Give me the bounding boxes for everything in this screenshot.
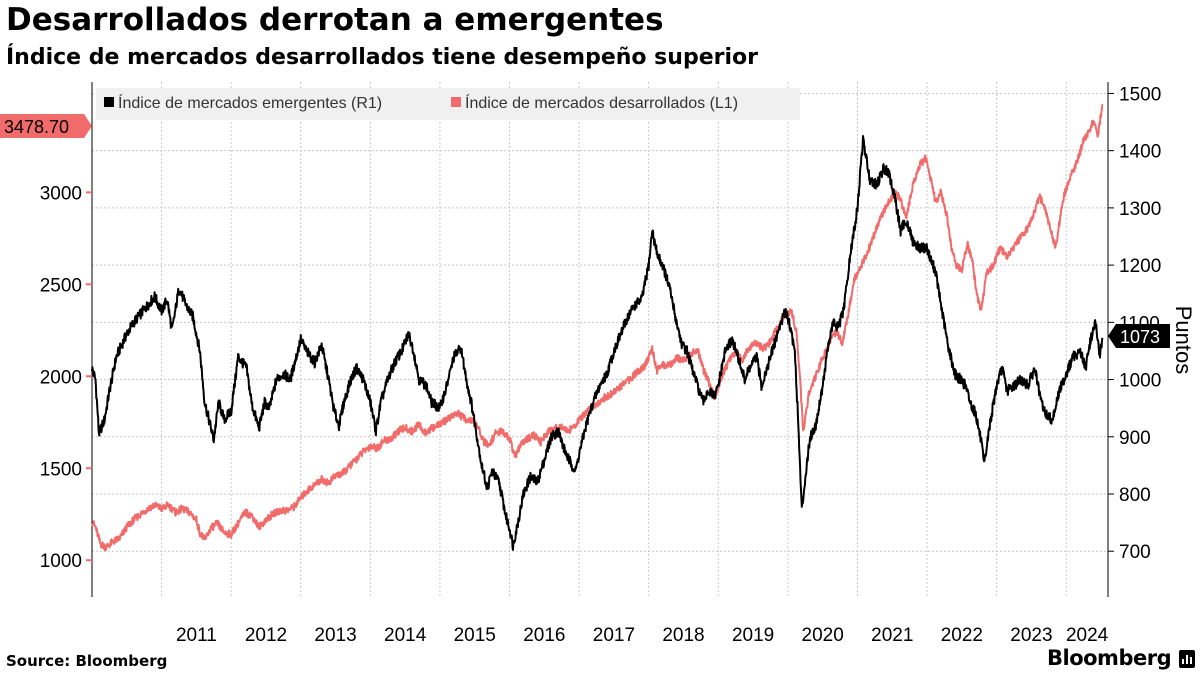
right-axis-title: Puntos (1171, 306, 1196, 375)
legend-swatch-developed (451, 97, 461, 107)
x-tick-label-2020: 2020 (802, 625, 844, 646)
right-tick-label-800: 800 (1119, 485, 1151, 506)
left-axis-ticks: 1000 1500 2000 2500 3000 (40, 183, 92, 572)
right-tick-label-1000: 1000 (1119, 371, 1161, 392)
x-tick-label-2019: 2019 (732, 625, 774, 646)
last-value-tag-emerging: 1073 (1108, 324, 1170, 348)
x-tick-label-2021: 2021 (871, 625, 913, 646)
x-tick-label-2014: 2014 (384, 625, 427, 646)
series-line-developed (91, 104, 1104, 552)
right-tick-label-1500: 1500 (1119, 84, 1161, 105)
x-tick-label-2024: 2024 (1066, 625, 1109, 646)
x-tick-label-2011: 2011 (176, 625, 217, 646)
gridlines (92, 82, 1108, 597)
left-tick-label-3000: 3000 (40, 183, 82, 204)
x-tick-label-2015: 2015 (454, 625, 496, 646)
legend-swatch-emerging (104, 97, 114, 107)
series-layer (91, 104, 1104, 552)
legend-label-emerging: Índice de mercados emergentes (R1) (118, 93, 382, 112)
left-tick-label-1500: 1500 (40, 459, 82, 480)
series-line-emerging (91, 135, 1104, 551)
last-value-tag-emerging-shape (1108, 324, 1170, 348)
last-value-tag-developed-text: 3478.70 (4, 117, 69, 137)
left-tick-label-2500: 2500 (40, 275, 82, 296)
x-axis-ticks: 2011 2012 2013 2014 2015 2016 2017 2018 2019 2020… (176, 625, 1109, 646)
right-tick-label-1200: 1200 (1119, 256, 1161, 277)
x-tick-label-2016: 2016 (523, 625, 565, 646)
last-value-tag-developed: 3478.70 (0, 114, 92, 138)
left-tick-label-1000: 1000 (40, 551, 82, 572)
legend: Índice de mercados emergentes (R1) Índic… (96, 88, 800, 120)
x-tick-label-2013: 2013 (314, 625, 356, 646)
legend-label-developed: Índice de mercados desarrollados (L1) (465, 93, 738, 112)
last-value-tag-emerging-text: 1073 (1120, 327, 1160, 347)
last-value-tag-developed-shape (0, 114, 92, 138)
right-tick-label-900: 900 (1119, 428, 1151, 449)
x-tick-label-2017: 2017 (593, 625, 635, 646)
bloomberg-bars-icon (1179, 650, 1195, 668)
x-tick-label-2022: 2022 (941, 625, 983, 646)
brand-logo: Bloomberg (1047, 646, 1172, 670)
chart-subtitle: Índice de mercados desarrollados tiene d… (6, 45, 758, 70)
x-tick-label-2023: 2023 (1010, 625, 1052, 646)
source-note: Source: Bloomberg (6, 652, 168, 670)
right-tick-label-700: 700 (1119, 542, 1151, 563)
x-tick-label-2018: 2018 (662, 625, 704, 646)
right-tick-label-1300: 1300 (1119, 199, 1161, 220)
x-tick-label-2012: 2012 (245, 625, 287, 646)
legend-background (96, 88, 800, 120)
left-tick-label-2000: 2000 (40, 367, 82, 388)
right-tick-label-1400: 1400 (1119, 142, 1161, 163)
chart-title: Desarrollados derrotan a emergentes (6, 2, 664, 38)
